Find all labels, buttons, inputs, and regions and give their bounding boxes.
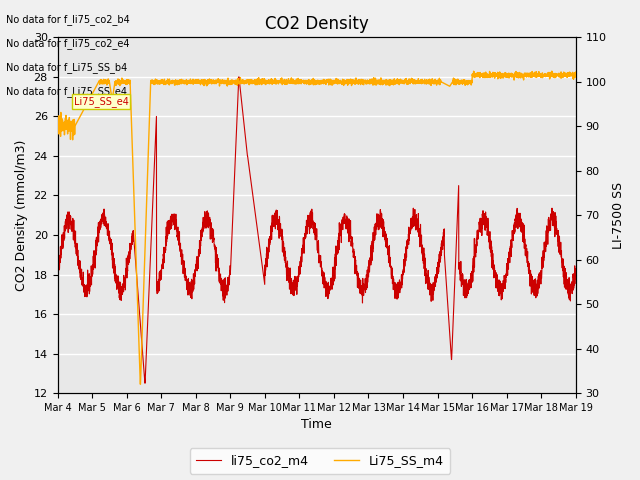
- Text: No data for f_li75_co2_e4: No data for f_li75_co2_e4: [6, 38, 130, 49]
- Title: CO2 Density: CO2 Density: [265, 15, 369, 33]
- Legend: li75_co2_m4, Li75_SS_m4: li75_co2_m4, Li75_SS_m4: [189, 448, 451, 474]
- Y-axis label: LI-7500 SS: LI-7500 SS: [612, 181, 625, 249]
- Text: No data for f_li75_co2_b4: No data for f_li75_co2_b4: [6, 14, 130, 25]
- Text: Li75_SS_e4: Li75_SS_e4: [74, 96, 129, 107]
- Text: No data for f_Li75_SS_b4: No data for f_Li75_SS_b4: [6, 62, 127, 73]
- X-axis label: Time: Time: [301, 419, 332, 432]
- Text: No data for f_Li75_SS_e4: No data for f_Li75_SS_e4: [6, 86, 127, 97]
- Y-axis label: CO2 Density (mmol/m3): CO2 Density (mmol/m3): [15, 140, 28, 291]
